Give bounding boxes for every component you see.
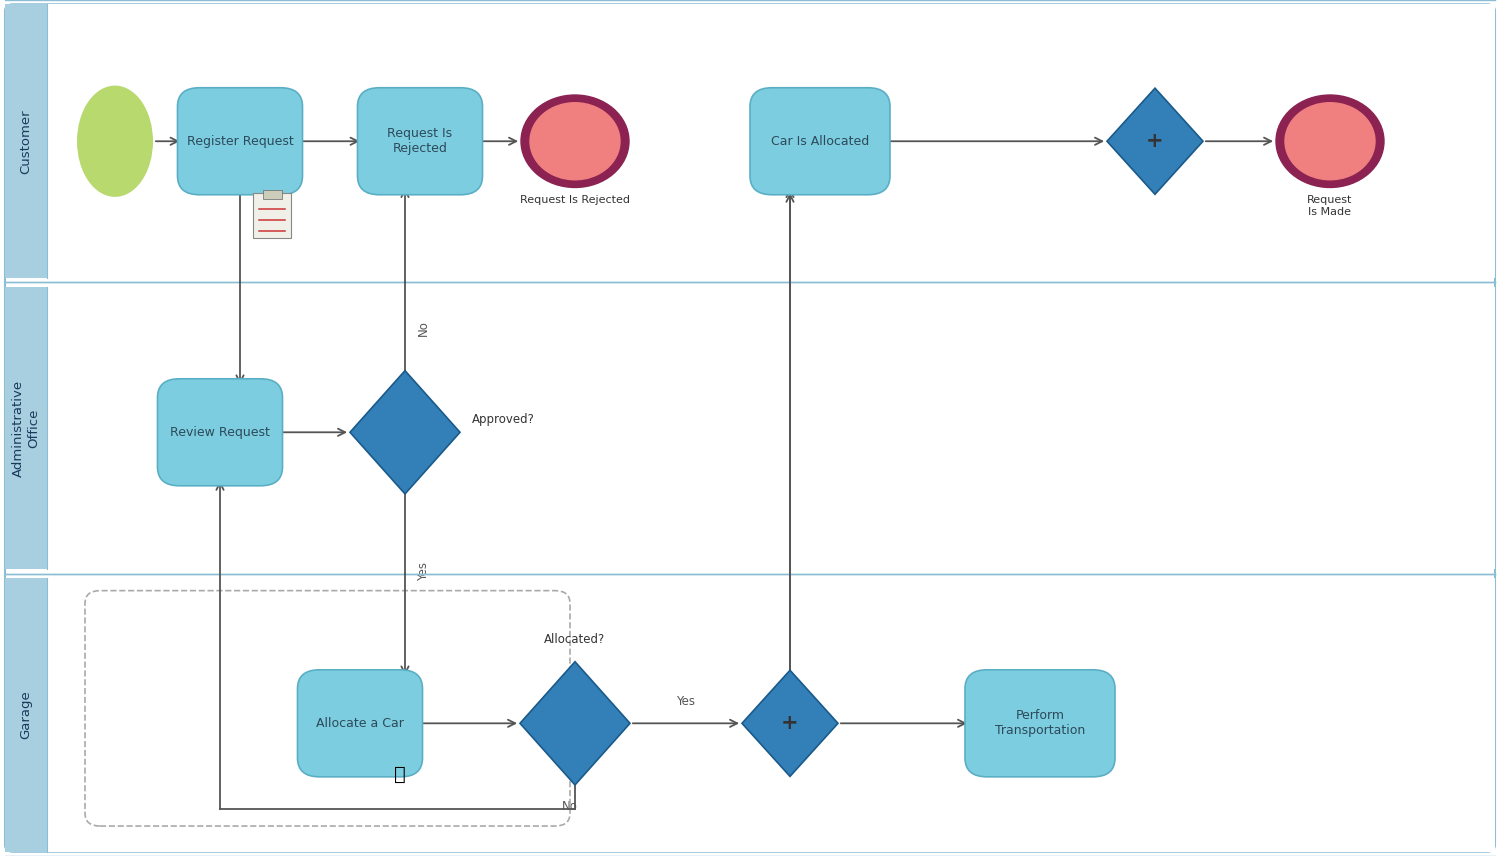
Text: Garage: Garage bbox=[20, 691, 33, 739]
Circle shape bbox=[530, 103, 620, 180]
FancyBboxPatch shape bbox=[4, 4, 1496, 852]
FancyBboxPatch shape bbox=[964, 669, 1114, 777]
Text: Request Is Rejected: Request Is Rejected bbox=[520, 195, 630, 205]
Polygon shape bbox=[742, 670, 839, 776]
FancyBboxPatch shape bbox=[158, 379, 282, 486]
Polygon shape bbox=[1107, 88, 1203, 194]
Text: Review Request: Review Request bbox=[170, 425, 270, 439]
FancyBboxPatch shape bbox=[297, 669, 423, 777]
Text: 🏃: 🏃 bbox=[394, 765, 406, 784]
Text: Administrative
Office: Administrative Office bbox=[12, 379, 40, 477]
Ellipse shape bbox=[76, 86, 153, 197]
FancyBboxPatch shape bbox=[4, 287, 46, 569]
FancyBboxPatch shape bbox=[46, 4, 1496, 278]
Polygon shape bbox=[350, 371, 460, 494]
FancyBboxPatch shape bbox=[177, 88, 303, 195]
Text: Yes: Yes bbox=[676, 695, 696, 708]
Text: Car Is Allocated: Car Is Allocated bbox=[771, 134, 868, 148]
FancyBboxPatch shape bbox=[357, 88, 483, 195]
FancyBboxPatch shape bbox=[46, 287, 1496, 569]
Text: Register Request: Register Request bbox=[186, 134, 294, 148]
Text: Customer: Customer bbox=[20, 109, 33, 174]
Text: No: No bbox=[417, 320, 430, 336]
Text: Perform
Transportation: Perform Transportation bbox=[994, 710, 1084, 737]
Text: No: No bbox=[562, 800, 578, 813]
FancyBboxPatch shape bbox=[262, 190, 282, 199]
Text: Yes: Yes bbox=[417, 562, 430, 581]
Text: +: + bbox=[1146, 131, 1164, 152]
Text: Request
Is Made: Request Is Made bbox=[1308, 195, 1353, 217]
Text: +: + bbox=[782, 713, 800, 734]
Circle shape bbox=[1276, 95, 1384, 187]
FancyBboxPatch shape bbox=[4, 578, 46, 852]
FancyBboxPatch shape bbox=[4, 4, 46, 278]
Text: Request Is
Rejected: Request Is Rejected bbox=[387, 128, 453, 155]
Text: Allocated?: Allocated? bbox=[544, 633, 606, 646]
Circle shape bbox=[1286, 103, 1376, 180]
Text: Approved?: Approved? bbox=[472, 413, 536, 426]
FancyBboxPatch shape bbox=[750, 88, 890, 195]
Polygon shape bbox=[520, 662, 630, 785]
Circle shape bbox=[520, 95, 628, 187]
Text: Allocate a Car: Allocate a Car bbox=[316, 716, 404, 730]
FancyBboxPatch shape bbox=[46, 578, 1496, 852]
FancyBboxPatch shape bbox=[254, 193, 291, 238]
